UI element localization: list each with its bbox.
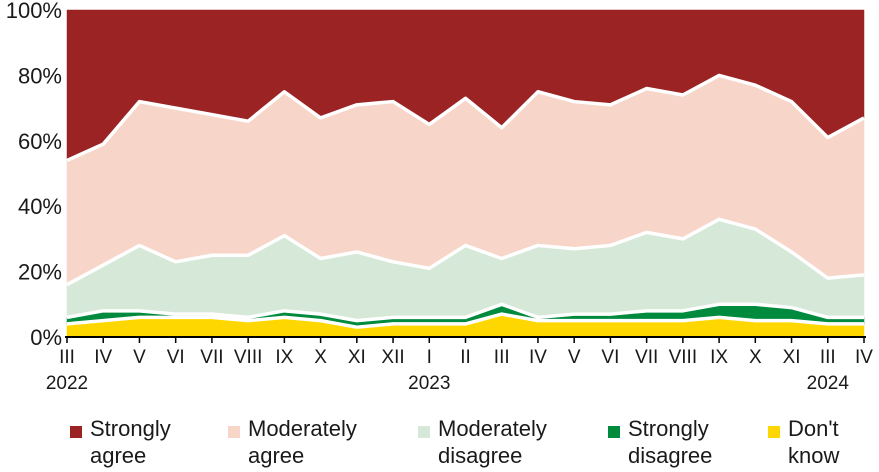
x-tick-label: III	[494, 347, 510, 368]
legend: Strongly agree Moderately agree Moderately…	[0, 415, 879, 472]
x-tick-label: VII	[635, 347, 658, 368]
y-axis: 0% 20% 40% 60% 80% 100%	[6, 0, 62, 350]
x-tick-label: VIII	[234, 347, 263, 368]
y-tick-label: 0%	[30, 325, 62, 350]
x-year-label: 2024	[807, 373, 850, 394]
legend-label: Moderately disagree	[438, 416, 547, 468]
legend-item-strongly-agree: Strongly agree	[70, 415, 171, 469]
x-tick-label: V	[133, 347, 146, 368]
x-tick-label: II	[460, 347, 471, 368]
x-tick-label: VIII	[669, 347, 698, 368]
legend-swatch	[70, 426, 82, 438]
x-tick-label: IV	[94, 347, 112, 368]
x-tick-label: IX	[710, 347, 728, 368]
legend-swatch	[608, 426, 620, 438]
x-tick-label: III	[820, 347, 836, 368]
y-tick-label: 100%	[6, 0, 62, 23]
legend-label: Strongly disagree	[628, 416, 713, 468]
y-tick-label: 40%	[18, 194, 62, 219]
x-tick-label: XI	[348, 347, 366, 368]
y-tick-label: 20%	[18, 260, 62, 285]
y-tick-label: 80%	[18, 63, 62, 88]
legend-label: Don't know	[788, 416, 840, 468]
y-tick-label: 60%	[18, 129, 62, 154]
legend-label: Moderately agree	[248, 416, 357, 468]
x-tick-label: VI	[601, 347, 619, 368]
separator-strongly-disagree	[66, 302, 864, 323]
x-tick-label: VII	[200, 347, 223, 368]
x-tick-label: I	[427, 347, 432, 368]
legend-item-strongly-disagree: Strongly disagree	[608, 415, 712, 469]
x-tick-label: X	[314, 347, 327, 368]
legend-swatch	[418, 426, 430, 438]
x-tick-label: IX	[275, 347, 293, 368]
x-tick-label: XI	[783, 347, 801, 368]
x-tick-label: III	[59, 347, 75, 368]
legend-label: Strongly agree	[90, 416, 171, 468]
legend-item-don-t-know: Don't know	[768, 415, 839, 469]
x-tick-label: V	[568, 347, 581, 368]
stacked-area-chart: 0%20%40%60%80%100% III IV V VI VII VIII IX X XI X…	[6, 0, 874, 394]
legend-swatch	[768, 426, 780, 438]
x-tick-label: IV	[855, 347, 873, 368]
chart-areas	[66, 9, 865, 338]
legend-item-moderately-disagree: Moderately disagree	[418, 415, 547, 469]
x-tick-label: XII	[381, 347, 404, 368]
legend-item-moderately-agree: Moderately agree	[228, 415, 357, 469]
x-year-label: 2023	[408, 373, 450, 394]
x-axis: III IV V VI VII VIII IX X XI XII I II III IV V VI VII VII…	[46, 336, 873, 394]
separator-moderately-agree	[66, 73, 865, 163]
x-tick-label: IV	[529, 347, 547, 368]
chart-separator-lines	[66, 73, 865, 329]
x-year-label: 2022	[46, 373, 88, 394]
separator-moderately-disagree	[66, 217, 865, 287]
x-tick-label: X	[749, 347, 762, 368]
separator-don-t-know	[66, 312, 864, 329]
x-tick-label: VI	[167, 347, 185, 368]
legend-swatch	[228, 426, 240, 438]
